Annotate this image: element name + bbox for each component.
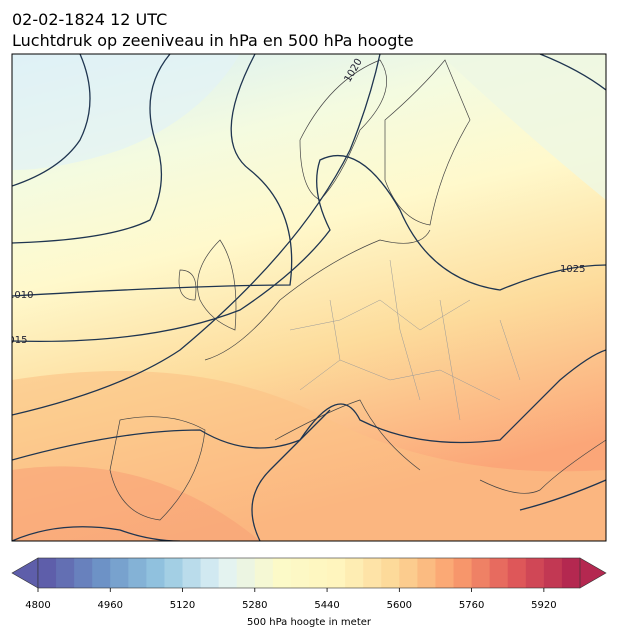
field-band <box>12 466 260 541</box>
colorbar-bin <box>381 558 400 588</box>
colorbar-bin <box>272 558 292 588</box>
colorbar-extend-low <box>11 557 39 589</box>
colorbar-tick-label: 5120 <box>170 600 195 611</box>
colorbar-bin <box>38 558 57 588</box>
colorbar-tick-label: 4960 <box>98 600 123 611</box>
colorbar-bin <box>236 558 256 588</box>
colorbar-bin <box>507 558 527 588</box>
colorbar-bin <box>345 558 364 588</box>
title: 02-02-1824 12 UTC <box>12 10 167 29</box>
colorbar-bin <box>128 558 147 588</box>
colorbar-bin <box>489 558 509 588</box>
colorbar-bin <box>363 558 382 588</box>
colorbar-bin <box>471 558 491 588</box>
map-frame <box>11 53 607 542</box>
colorbar-bin <box>435 558 455 588</box>
colorbar-tick-label: 4800 <box>25 600 50 611</box>
colorbar-bin <box>290 558 310 588</box>
colorbar-bin <box>200 558 220 588</box>
colorbar-label: 500 hPa hoogte in meter <box>247 617 372 628</box>
colorbar-tick-label: 5920 <box>531 600 556 611</box>
colorbar-bin <box>146 558 165 588</box>
colorbar-bin <box>164 558 184 588</box>
field-band <box>12 54 240 170</box>
colorbar-bin <box>561 558 581 588</box>
colorbar-tick-label: 5760 <box>459 600 484 611</box>
colorbar-bin <box>56 558 75 588</box>
field-band <box>440 54 606 200</box>
colorbar-bin <box>399 558 418 588</box>
map: 1010 1015 1020 1025 <box>2 54 606 541</box>
colorbar-tick-label: 5600 <box>387 600 412 611</box>
colorbar-tick-label: 5280 <box>242 600 267 611</box>
colorbar-bin <box>309 558 328 588</box>
colorbar-tick-label: 5440 <box>314 600 339 611</box>
colorbar: 4800 4960 5120 5280 5440 5600 5760 5920 <box>11 557 607 611</box>
colorbar-bin <box>327 558 346 588</box>
colorbar-bin <box>417 558 436 588</box>
colorbar-frame <box>37 557 581 589</box>
colorbar-bin <box>453 558 473 588</box>
colorbar-bin <box>110 558 129 588</box>
contour-label: 1010 <box>8 290 33 301</box>
colorbar-bin <box>218 558 238 588</box>
colorbar-bin <box>525 558 545 588</box>
contour-label: 1015 <box>2 335 27 346</box>
colorbar-bin <box>543 558 563 588</box>
subtitle: Luchtdruk op zeeniveau in hPa en 500 hPa… <box>12 31 414 50</box>
colorbar-extend-high <box>579 557 607 589</box>
contour-label: 1025 <box>560 264 585 275</box>
colorbar-bin <box>92 558 111 588</box>
colorbar-bin <box>254 558 274 588</box>
colorbar-bin <box>182 558 202 588</box>
colorbar-bin <box>74 558 93 588</box>
